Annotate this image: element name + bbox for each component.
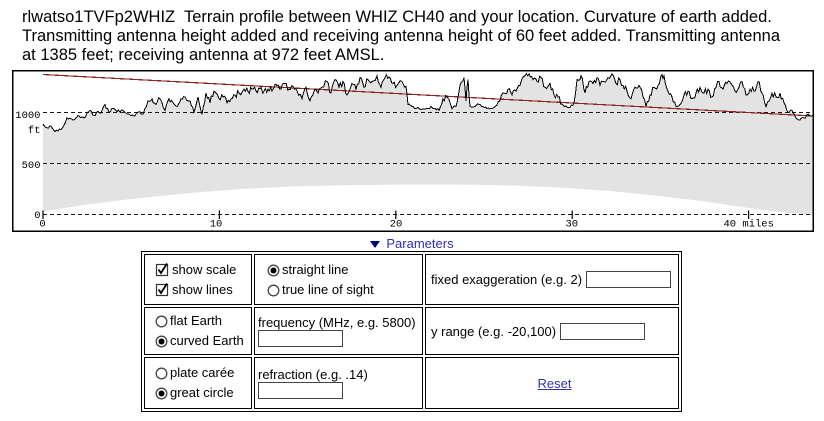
svg-text:20: 20	[390, 219, 403, 231]
svg-text:0: 0	[34, 210, 40, 222]
svg-text:10: 10	[210, 219, 223, 231]
svg-text:30: 30	[565, 219, 578, 231]
svg-text:500: 500	[22, 160, 41, 172]
svg-text:0: 0	[39, 219, 45, 231]
svg-text:40 miles: 40 miles	[724, 219, 774, 231]
svg-text:1000: 1000	[15, 110, 40, 122]
svg-text:ft: ft	[28, 125, 41, 137]
